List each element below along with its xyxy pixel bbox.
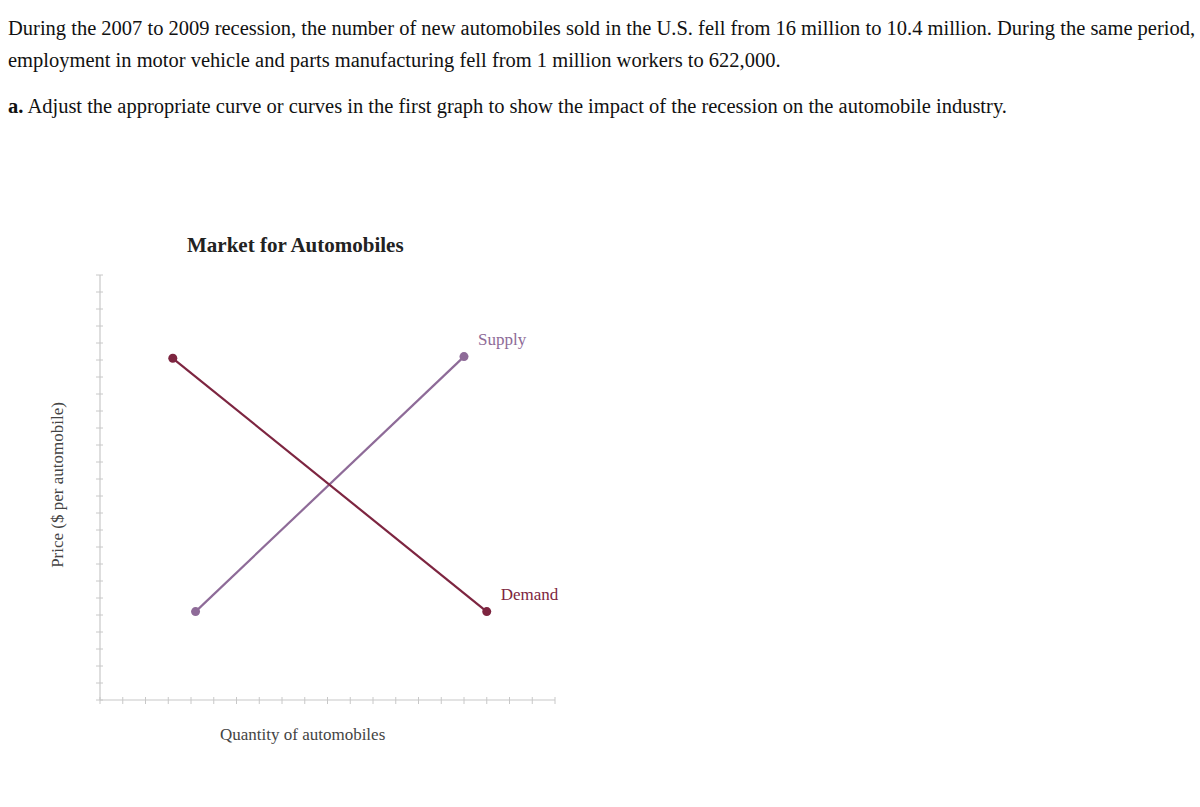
y-tick	[96, 275, 103, 276]
x-tick	[464, 697, 465, 704]
x-axis-label: Quantity of automobiles	[220, 725, 385, 744]
curve-point	[191, 607, 200, 616]
x-tick	[486, 697, 487, 704]
y-tick	[96, 513, 103, 514]
y-tick	[96, 530, 103, 531]
y-axis	[99, 275, 100, 700]
y-tick	[96, 428, 103, 429]
x-tick	[532, 697, 533, 704]
y-tick	[96, 411, 103, 412]
x-tick	[122, 697, 123, 704]
x-tick	[327, 697, 328, 704]
plot-area	[168, 352, 491, 616]
y-tick	[96, 496, 103, 497]
chart: Market for Automobiles Quantity of automo…	[0, 0, 1200, 807]
x-tick	[282, 697, 283, 704]
y-tick	[96, 309, 103, 310]
x-tick	[509, 697, 510, 704]
y-tick	[96, 615, 103, 616]
x-tick	[304, 697, 305, 704]
x-tick	[259, 697, 260, 704]
y-tick	[96, 479, 103, 480]
y-tick	[96, 343, 103, 344]
y-tick	[96, 632, 103, 633]
y-tick	[96, 666, 103, 667]
x-tick	[395, 697, 396, 704]
curve-label: Demand	[501, 585, 559, 604]
x-tick	[373, 697, 374, 704]
y-tick	[96, 360, 103, 361]
y-tick	[96, 683, 103, 684]
part-label: a.	[8, 95, 23, 117]
y-tick	[96, 445, 103, 446]
y-tick	[96, 649, 103, 650]
y-tick	[96, 292, 103, 293]
x-tick	[100, 697, 101, 704]
x-tick	[441, 697, 442, 704]
curve-point	[168, 354, 177, 363]
curve-line	[173, 358, 487, 611]
y-tick	[96, 581, 103, 582]
y-tick	[96, 564, 103, 565]
x-tick	[350, 697, 351, 704]
y-tick	[96, 547, 103, 548]
x-tick	[555, 697, 556, 704]
y-tick	[96, 326, 103, 327]
y-tick	[96, 377, 103, 378]
part-text: Adjust the appropriate curve or curves i…	[27, 95, 1007, 117]
x-tick	[168, 697, 169, 704]
x-tick	[236, 697, 237, 704]
x-tick	[213, 697, 214, 704]
y-tick	[96, 394, 103, 395]
y-tick	[96, 462, 103, 463]
part-a-text: a. Adjust the appropriate curve or curve…	[8, 90, 1196, 122]
x-tick	[191, 697, 192, 704]
y-tick	[96, 598, 103, 599]
curve-point	[482, 607, 491, 616]
curve-label: Supply	[478, 330, 527, 349]
x-tick	[418, 697, 419, 704]
y-axis-label: Price ($ per automobile)	[48, 402, 67, 568]
chart-title: Market for Automobiles	[187, 233, 404, 257]
intro-text: During the 2007 to 2009 recession, the n…	[8, 12, 1196, 76]
x-tick	[145, 697, 146, 704]
curve-point	[460, 352, 469, 361]
